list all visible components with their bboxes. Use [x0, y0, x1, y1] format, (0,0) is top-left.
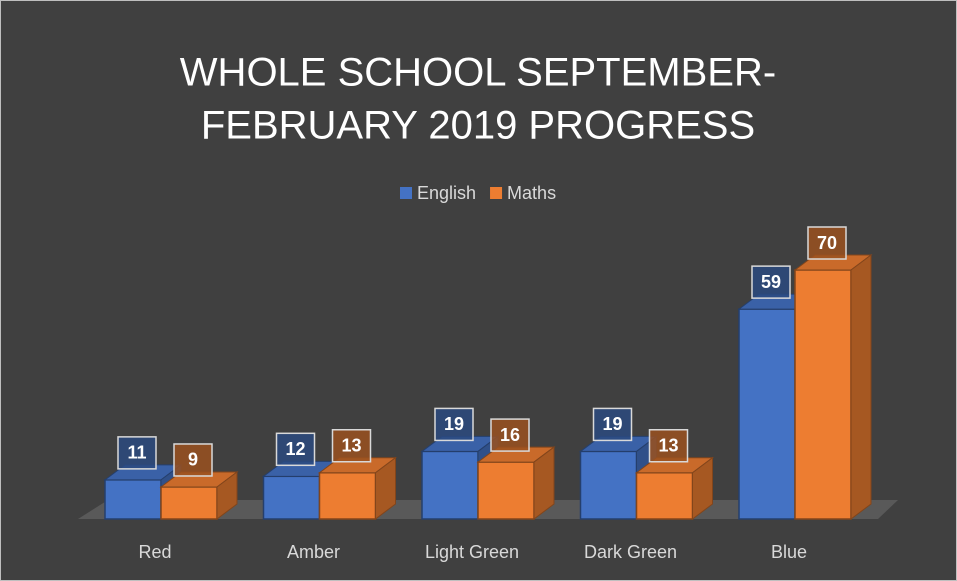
- bar-side: [533, 446, 555, 520]
- data-label: 19: [444, 414, 464, 434]
- x-tick-label: Dark Green: [584, 542, 677, 562]
- data-label-box: [275, 432, 316, 467]
- bar: [477, 461, 535, 520]
- x-tick-label: Blue: [771, 542, 807, 562]
- data-label: 19: [602, 414, 622, 434]
- bar-side: [850, 254, 872, 520]
- bar-side: [375, 456, 396, 520]
- data-label: 12: [285, 439, 305, 459]
- legend-label: Maths: [507, 183, 556, 203]
- data-label-box: [117, 436, 157, 470]
- data-label-box: [648, 429, 689, 463]
- data-label-box: [807, 226, 847, 260]
- data-label: 13: [658, 436, 678, 456]
- legend-swatch: [400, 187, 412, 199]
- data-label: 11: [127, 443, 146, 463]
- bar: [104, 479, 162, 520]
- x-tick-label: Amber: [287, 542, 340, 562]
- data-label: 16: [500, 425, 520, 445]
- bar-side: [692, 456, 713, 520]
- bar: [738, 308, 796, 520]
- data-label-box: [434, 407, 474, 442]
- data-label-box: [173, 443, 213, 477]
- data-label-box: [751, 265, 791, 299]
- chart-title: WHOLE SCHOOL SEPTEMBER-: [180, 51, 776, 95]
- data-label: 9: [188, 450, 198, 470]
- bar: [579, 450, 638, 520]
- data-label-box: [331, 429, 372, 463]
- data-label-box: [592, 407, 633, 442]
- data-label: 59: [761, 272, 781, 292]
- bar: [160, 486, 218, 520]
- chart-title: FEBRUARY 2019 PROGRESS: [201, 104, 755, 148]
- bar: [262, 475, 321, 520]
- bar: [794, 269, 852, 520]
- x-tick-label: Light Green: [425, 542, 519, 562]
- legend-label: English: [417, 183, 476, 203]
- data-label: 70: [817, 233, 837, 253]
- bar: [318, 472, 377, 520]
- bar-side: [216, 470, 238, 520]
- bar: [635, 472, 694, 520]
- data-label-box: [490, 418, 530, 452]
- bar: [421, 450, 479, 520]
- legend-swatch: [490, 187, 503, 199]
- data-label: 13: [341, 436, 361, 456]
- x-tick-label: Red: [138, 542, 171, 562]
